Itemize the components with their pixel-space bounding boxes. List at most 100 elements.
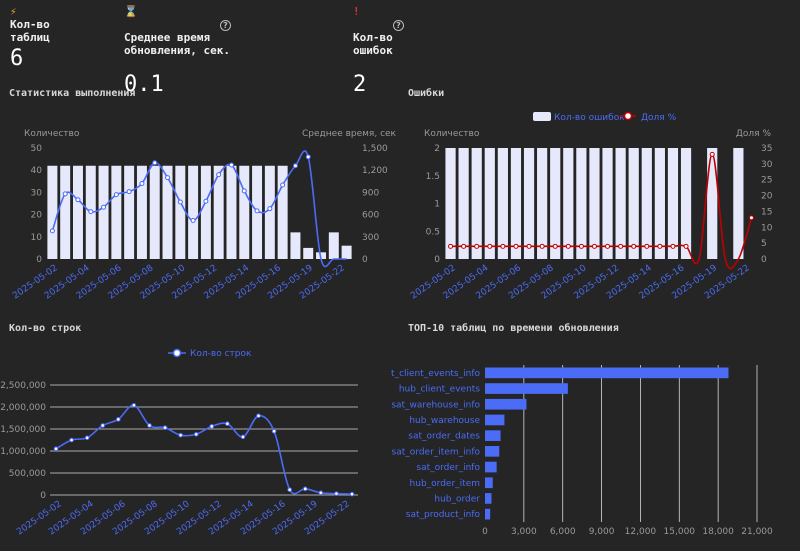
legend-label: Кол-во ошибок [554,113,625,123]
legend-swatch-marker [172,348,182,358]
bar [484,148,495,259]
bar [277,165,288,259]
line-point [152,160,158,166]
bar [188,165,199,259]
category-label: hub_order [434,494,480,504]
section-title-stats: Статистика выполнения [9,88,136,99]
help-icon[interactable]: ? [393,20,404,31]
bar [615,148,626,259]
line-point [605,243,611,249]
legend-swatch-marker [623,111,633,121]
line-point [334,491,339,496]
hbar [485,430,501,441]
y-tick-label: 40 [31,166,43,176]
line-point [657,243,663,249]
y2-tick-label: 1,200 [362,166,388,176]
line-point [500,243,506,249]
bar [328,232,339,259]
line-point [578,243,584,249]
bar [239,165,250,259]
category-label: sat_order_item_info [392,447,481,457]
y-tick-label: 500,000 [9,469,46,479]
line-point [139,181,145,187]
y2-tick-label: 10 [761,223,773,233]
category-label: hub_warehouse [409,416,480,426]
y-tick-label: 1 [434,200,440,210]
line-point [631,243,637,249]
x-tick-label: 6,000 [550,527,576,537]
bar [497,148,508,259]
bar [175,165,186,259]
line-point [116,417,121,422]
line-point [448,243,454,249]
y-tick-label: 1.5 [426,172,440,182]
bar [213,165,224,259]
line-point [178,432,183,438]
y-axis-title: Количество [24,129,80,139]
line-point [644,243,650,249]
kpi-label-text: Среднее время обновления, сек. [124,31,230,57]
bar [471,148,482,259]
y2-tick-label: 20 [761,192,773,202]
line-point [240,434,246,440]
bar [733,148,744,259]
line-point [292,163,298,169]
bar [537,148,548,259]
line-point [474,243,480,249]
line-point [271,428,277,434]
line-point [209,424,215,429]
y2-tick-label: 300 [362,233,379,243]
bar [563,148,574,259]
hbar [485,414,505,426]
legend-label: Доля % [641,113,677,123]
x-tick-label: 18,000 [702,527,734,537]
series-line [450,153,753,270]
y-tick-label: 30 [31,188,43,198]
bar [458,148,469,259]
y-tick-label: 1,000,000 [0,447,46,457]
line-point [552,243,558,249]
y2-tick-label: 0 [362,255,368,265]
line-point [267,206,273,212]
line-point [75,197,81,203]
y2-tick-label: 900 [362,188,379,198]
exclamation-icon: ! [353,5,360,18]
category-label: t_client_events_info [391,369,480,379]
category-label: hub_client_events [399,385,480,395]
help-icon[interactable]: ? [220,20,231,31]
lightning-icon: ⚡ [10,5,17,18]
bar [60,165,71,259]
bar [628,148,639,259]
y2-tick-label: 0 [761,255,767,265]
line-point [241,188,247,194]
y2-tick-label: 1,500 [362,144,388,154]
line-point [126,189,132,195]
y2-tick-label: 5 [761,239,767,249]
bar [654,148,665,259]
bar [576,148,587,259]
line-point [539,243,545,249]
line-point [683,243,689,249]
line-point [487,243,493,249]
section-title-errors: Ошибки [408,88,445,99]
hbar [485,493,492,504]
line-point [228,162,234,168]
line-point [287,487,292,493]
kpi-value: 6 [10,46,24,71]
category-label: sat_warehouse_info [391,400,480,410]
bar [72,165,83,259]
kpi-label: Кол-во ошибок ? [353,18,404,70]
y-tick-label: 1,500,000 [0,425,46,435]
bar [200,165,211,259]
bar [445,148,456,259]
y-axis-title: Количество [424,129,480,139]
line-point [69,437,74,443]
y2-tick-label: 35 [761,144,772,154]
line-point [565,243,571,249]
line-point [670,243,676,249]
section-title-top10: ТОП-10 таблиц по времени обновления [408,323,619,334]
bar [111,165,122,259]
bar [550,148,561,259]
line-point [618,243,624,249]
